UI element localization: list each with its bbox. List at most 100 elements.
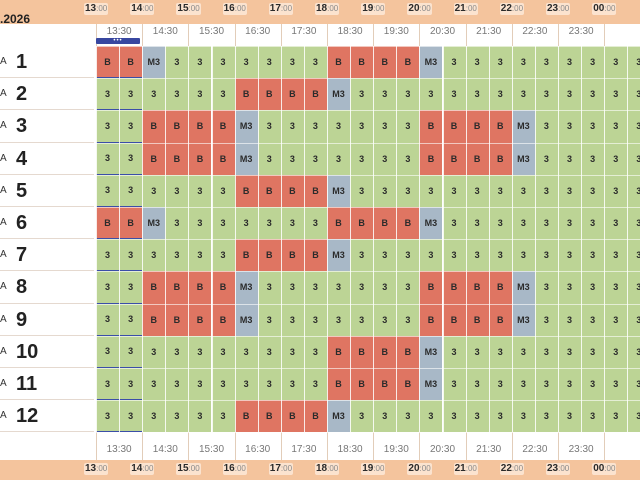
schedule-cell[interactable]: 3: [303, 110, 327, 143]
schedule-cell[interactable]: 3: [142, 368, 166, 401]
schedule-cell[interactable]: 3: [627, 142, 640, 175]
schedule-cell[interactable]: 3: [188, 400, 212, 433]
schedule-cell[interactable]: M3: [327, 400, 351, 433]
schedule-cell[interactable]: 3: [165, 368, 189, 401]
schedule-cell[interactable]: 3: [627, 110, 640, 143]
schedule-cell[interactable]: 3: [119, 303, 143, 336]
schedule-cell[interactable]: M3: [419, 207, 443, 240]
schedule-cell[interactable]: 3: [442, 400, 466, 433]
schedule-cell[interactable]: 3: [211, 400, 235, 433]
schedule-cell[interactable]: M3: [142, 46, 166, 79]
schedule-cell[interactable]: 3: [188, 239, 212, 272]
schedule-cell[interactable]: B: [257, 239, 281, 272]
schedule-cell[interactable]: 3: [303, 303, 327, 336]
schedule-cell[interactable]: B: [234, 239, 258, 272]
schedule-cell[interactable]: 3: [96, 400, 120, 433]
schedule-cell[interactable]: 3: [581, 110, 605, 143]
schedule-cell[interactable]: 3: [303, 271, 327, 304]
schedule-cell[interactable]: 3: [465, 368, 489, 401]
schedule-cell[interactable]: 3: [419, 78, 443, 111]
schedule-cell[interactable]: 3: [419, 239, 443, 272]
schedule-cell[interactable]: 3: [188, 335, 212, 368]
schedule-cell[interactable]: 3: [511, 239, 535, 272]
schedule-cell[interactable]: 3: [396, 142, 420, 175]
schedule-cell[interactable]: 3: [558, 400, 582, 433]
schedule-cell[interactable]: 3: [327, 271, 351, 304]
schedule-cell[interactable]: B: [96, 46, 120, 79]
schedule-cell[interactable]: B: [396, 207, 420, 240]
schedule-cell[interactable]: 3: [350, 110, 374, 143]
schedule-cell[interactable]: 3: [511, 400, 535, 433]
schedule-cell[interactable]: 3: [142, 78, 166, 111]
row-label[interactable]: A 10: [0, 336, 94, 368]
schedule-cell[interactable]: B: [350, 207, 374, 240]
schedule-cell[interactable]: 3: [96, 78, 120, 111]
schedule-cell[interactable]: 3: [96, 239, 120, 272]
schedule-cell[interactable]: 3: [627, 271, 640, 304]
schedule-cell[interactable]: 3: [581, 303, 605, 336]
schedule-cell[interactable]: 3: [581, 239, 605, 272]
schedule-cell[interactable]: 3: [627, 368, 640, 401]
schedule-cell[interactable]: 3: [534, 110, 558, 143]
schedule-cell[interactable]: 3: [211, 239, 235, 272]
schedule-cell[interactable]: 3: [211, 174, 235, 207]
schedule-cell[interactable]: B: [188, 142, 212, 175]
schedule-cell[interactable]: 3: [373, 400, 397, 433]
schedule-cell[interactable]: 3: [96, 142, 120, 175]
schedule-cell[interactable]: 3: [280, 335, 304, 368]
schedule-cell[interactable]: B: [373, 46, 397, 79]
schedule-cell[interactable]: 3: [558, 142, 582, 175]
schedule-cell[interactable]: 3: [211, 46, 235, 79]
schedule-cell[interactable]: 3: [465, 207, 489, 240]
schedule-cell[interactable]: 3: [119, 174, 143, 207]
schedule-cell[interactable]: 3: [581, 142, 605, 175]
schedule-cell[interactable]: 3: [396, 239, 420, 272]
schedule-cell[interactable]: B: [280, 239, 304, 272]
schedule-cell[interactable]: 3: [534, 239, 558, 272]
schedule-cell[interactable]: 3: [188, 78, 212, 111]
schedule-cell[interactable]: 3: [442, 174, 466, 207]
schedule-cell[interactable]: 3: [165, 207, 189, 240]
schedule-cell[interactable]: B: [280, 174, 304, 207]
schedule-cell[interactable]: 3: [488, 400, 512, 433]
schedule-cell[interactable]: 3: [211, 335, 235, 368]
schedule-cell[interactable]: 3: [558, 174, 582, 207]
schedule-cell[interactable]: B: [280, 400, 304, 433]
schedule-cell[interactable]: 3: [142, 400, 166, 433]
schedule-cell[interactable]: 3: [396, 110, 420, 143]
schedule-cell[interactable]: B: [257, 78, 281, 111]
schedule-cell[interactable]: B: [396, 368, 420, 401]
schedule-cell[interactable]: 3: [257, 46, 281, 79]
schedule-cell[interactable]: 3: [350, 303, 374, 336]
schedule-cell[interactable]: M3: [142, 207, 166, 240]
schedule-cell[interactable]: B: [488, 110, 512, 143]
schedule-cell[interactable]: M3: [511, 110, 535, 143]
schedule-cell[interactable]: 3: [373, 78, 397, 111]
schedule-cell[interactable]: B: [396, 335, 420, 368]
schedule-cell[interactable]: 3: [442, 335, 466, 368]
schedule-cell[interactable]: B: [419, 142, 443, 175]
schedule-cell[interactable]: 3: [604, 400, 628, 433]
schedule-cell[interactable]: 3: [257, 368, 281, 401]
schedule-cell[interactable]: B: [465, 142, 489, 175]
schedule-cell[interactable]: B: [142, 271, 166, 304]
schedule-cell[interactable]: 3: [350, 239, 374, 272]
schedule-cell[interactable]: 3: [350, 400, 374, 433]
schedule-cell[interactable]: 3: [211, 207, 235, 240]
schedule-cell[interactable]: 3: [627, 335, 640, 368]
schedule-cell[interactable]: B: [303, 400, 327, 433]
schedule-cell[interactable]: 3: [534, 368, 558, 401]
schedule-cell[interactable]: 3: [581, 46, 605, 79]
schedule-cell[interactable]: 3: [488, 46, 512, 79]
row-label[interactable]: A 12: [0, 400, 94, 432]
schedule-cell[interactable]: 3: [465, 335, 489, 368]
schedule-cell[interactable]: 3: [511, 46, 535, 79]
schedule-cell[interactable]: 3: [604, 207, 628, 240]
schedule-cell[interactable]: 3: [534, 142, 558, 175]
schedule-cell[interactable]: 3: [119, 335, 143, 368]
schedule-cell[interactable]: 3: [119, 110, 143, 143]
row-label[interactable]: A 11: [0, 368, 94, 400]
